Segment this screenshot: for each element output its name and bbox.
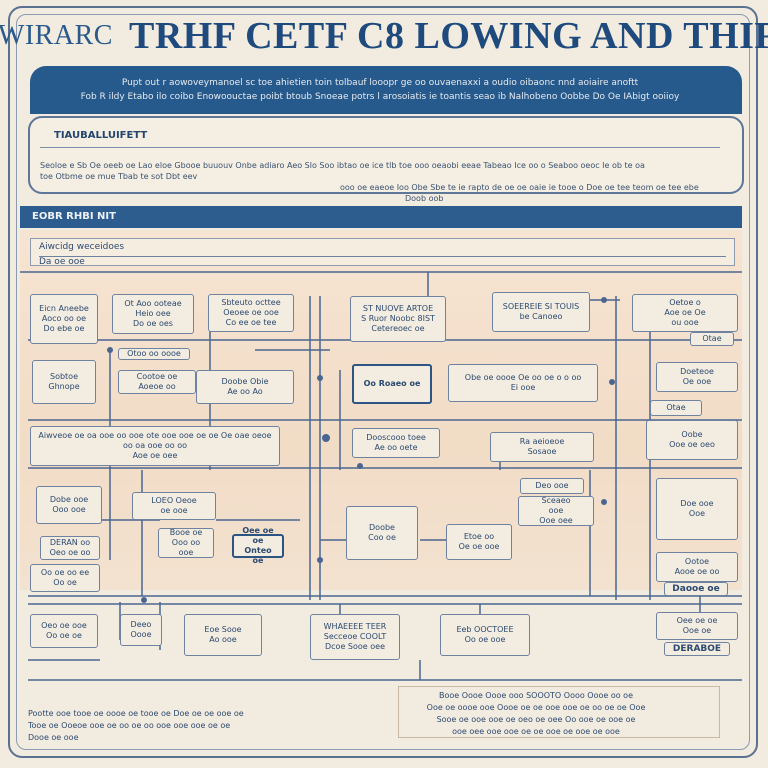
node-b27: Doe ooe Ooe	[656, 478, 738, 540]
node-b26: Sceaeo ooe Ooe oee	[518, 496, 594, 526]
section-1-line-1: Seoloe e Sb Oe oeeb oe Lao eloe Gbooe bu…	[40, 161, 645, 170]
node-b30: Ootoe Aooe oe oo	[656, 552, 738, 582]
node-b1: Eicn Aneebe Aoco oo oe Do ebe oe	[30, 294, 98, 344]
footnote-right-4: ooe oee ooe ooe oe oe ooe oe ooe oe ooe	[452, 727, 620, 736]
footnotes-right: Booe Oooe Oooe ooo SOOOTO Oooo Oooe oo o…	[356, 690, 716, 738]
node-b16b: Dooscooo toee Ae oo oete	[352, 428, 440, 458]
node-b31: Daooe oe	[664, 582, 728, 596]
subheading-title: Aiwcidg weceidoes	[39, 242, 125, 252]
section-1-line-3: ooo oe eaeoe Ioo Obe Sbe te ie rapto de …	[340, 183, 699, 192]
node-b23: Doobe Coo oe	[346, 506, 418, 560]
node-b17: Ra aeioeoe Sosaoe	[490, 432, 594, 462]
subheading-rule	[39, 256, 726, 257]
node-b20: LOEO Oeoe oe ooe	[132, 492, 216, 520]
node-b28: DERAN oo Oeo oe oo	[40, 536, 100, 560]
node-b3: Sbteuto octtee Oeoee oe ooe Co ee oe tee	[208, 294, 294, 332]
outer-frame	[8, 6, 758, 758]
section-1-line-2: toe Otbme oe mue Tbab te sot Dbt eev	[40, 172, 198, 181]
page-title: PULTAWIRARC TRHF CETF C8 LOWING AND THIF…	[0, 12, 768, 60]
intro-line-2: Fob R ildy Etabo ilo coibo Enowoouctae p…	[80, 92, 680, 102]
title-main: TRHF CETF C8 LOWING AND THIFART	[128, 15, 768, 57]
node-b7: Otae	[690, 332, 734, 346]
footnote-right-3: Sooe oe ooe ooe oe oeo oe oee Oo ooe oe …	[436, 715, 636, 724]
section-1-panel	[28, 116, 744, 194]
node-b21: Booe oe Ooo oo ooe	[158, 528, 214, 558]
section-2-subheading: Aiwcidg weceidoes Da oe ooe	[30, 238, 735, 267]
node-b9: Otoo oo oooe	[118, 348, 190, 360]
inner-frame	[16, 14, 750, 750]
node-b12: Oo Roaeo oe	[352, 364, 432, 404]
node-b-small: Otae	[650, 400, 702, 416]
notes-box	[398, 686, 720, 738]
section-1-line-4: Doob oob	[405, 194, 444, 203]
node-b35: WHAEEEE TEER Secceoe COOLT Dcoe Sooe oee	[310, 614, 400, 660]
node-b36: Eeb OOCTOEE Oo oe ooe	[440, 614, 530, 656]
node-b34: Eoe Sooe Ao ooe	[184, 614, 262, 656]
node-b11: Doobe Obie Ae oo Ao	[196, 370, 294, 404]
node-b33: Deeo Oooe	[120, 614, 162, 646]
node-b15: Aiwveoe oe oa ooe oo ooe ote ooe ooe oe …	[30, 426, 280, 466]
intro-text: Pupt out r aowoveymanoel sc toe ahietien…	[70, 76, 690, 104]
node-b5: SOEEREIE SI TOUIS be Canoeo	[492, 292, 590, 332]
footnote-right-2: Ooe oe oooe ooe Oooe oe oe ooe ooe oe oo…	[426, 703, 646, 712]
node-b6: Oetoe o Aoe oe Oe ou ooe	[632, 294, 738, 332]
node-b8: Sobtoe Ghnope	[32, 360, 96, 404]
node-b19: Dobe ooe Ooo ooe	[36, 486, 102, 524]
node-b4: ST NUOVE ARTOE S Ruor Noobc 8IST Cetereoec…	[350, 296, 446, 342]
footnote-right-1: Booe Oooe Oooe ooo SOOOTO Oooo Oooe oo o…	[439, 691, 633, 700]
section-1-heading: TIAUBALLUIFETT	[40, 126, 720, 148]
node-b14: Obe oe oooe Oe oo oe o o oo Ei ooe	[448, 364, 598, 402]
node-b29: Oo oe oo ee Oo oe	[30, 564, 100, 592]
node-b37: Oee oe oe Ooe oe	[656, 612, 738, 640]
node-b18: Oobe Ooe oe oeo	[646, 420, 738, 460]
node-b16: Doeteoe Oe ooe	[656, 362, 738, 392]
footnote-left-3: Dooe oe ooe	[28, 733, 79, 742]
footnote-left-1: Pootte ooe tooe oe oooe oe tooe oe Doe o…	[28, 709, 244, 718]
node-b24: Etoe oo Oe oe ooe	[446, 524, 512, 560]
footnote-left-2: Tooe oe Ooeoe ooe oe oo oe oo ooe ooe oo…	[28, 721, 231, 730]
subheading-line: Da oe ooe	[39, 257, 85, 267]
footnotes-left: Pootte ooe tooe oe oooe oe tooe oe Doe o…	[28, 708, 338, 744]
node-b38: DERABOE	[664, 642, 730, 656]
node-b2: Ot Aoo ooteae Heio oee Do oe oes	[112, 294, 194, 334]
intro-banner	[30, 66, 742, 114]
section-2-heading-bar: EOBR RHBI NIT	[20, 206, 742, 228]
intro-line-1: Pupt out r aowoveymanoel sc toe ahietien…	[121, 78, 639, 88]
node-b32: Oeo oe ooe Oo oe oe	[30, 614, 98, 648]
title-prefix: PULTAWIRARC	[0, 20, 113, 51]
node-b25: Deo ooe	[520, 478, 584, 494]
section-1-text: Seoloe e Sb Oe oeeb oe Lao eloe Gbooe bu…	[40, 160, 730, 204]
node-b10: Cootoe oe Aoeoe oo	[118, 370, 196, 394]
